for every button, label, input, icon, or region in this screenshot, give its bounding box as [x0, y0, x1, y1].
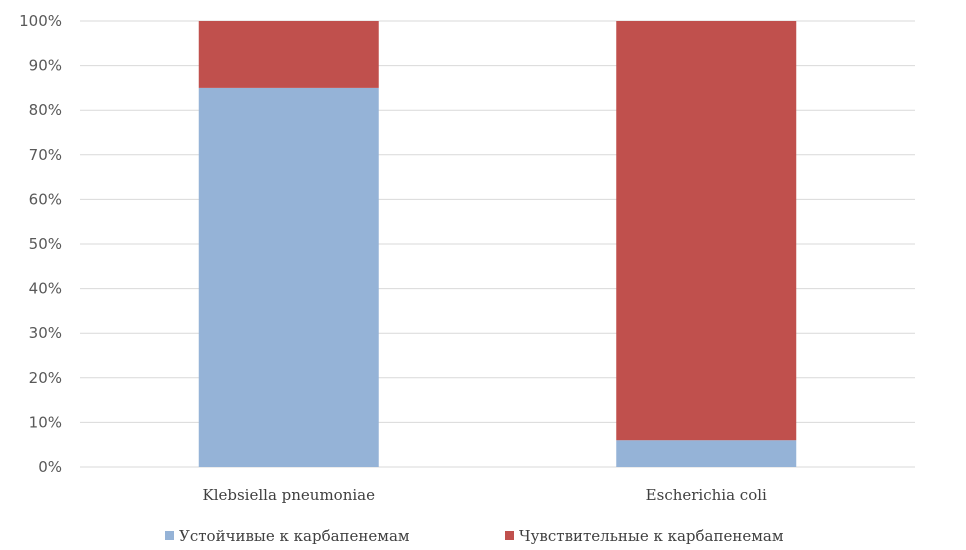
legend: Устойчивые к карбапенемам Чувствительные …	[165, 527, 784, 545]
y-tick-label: 80%	[29, 101, 62, 119]
bar-segment	[616, 21, 797, 441]
bar-segment	[616, 440, 797, 467]
legend-label: Чувствительные к карбапенемам	[519, 527, 784, 545]
x-axis-category-labels: Klebsiella pneumoniae Escherichia coli	[203, 486, 768, 504]
x-category-label: Klebsiella pneumoniae	[203, 486, 376, 504]
y-tick-label: 100%	[19, 12, 62, 30]
y-tick-label: 60%	[29, 190, 62, 208]
y-axis-tick-labels: 0% 10% 20% 30% 40% 50% 60% 70% 80% 90% 100%	[19, 12, 62, 476]
y-tick-label: 20%	[29, 369, 62, 387]
bar-segment	[198, 21, 379, 88]
legend-label: Устойчивые к карбапенемам	[179, 527, 410, 545]
y-tick-label: 50%	[29, 235, 62, 253]
legend-swatch	[165, 531, 174, 540]
y-tick-label: 70%	[29, 146, 62, 164]
y-tick-label: 0%	[38, 458, 62, 476]
bar-segment	[198, 87, 379, 468]
y-tick-label: 40%	[29, 280, 62, 298]
legend-swatch	[505, 531, 514, 540]
y-tick-label: 10%	[29, 413, 62, 431]
y-tick-label: 30%	[29, 324, 62, 342]
bars	[198, 21, 797, 468]
y-tick-label: 90%	[29, 57, 62, 75]
x-category-label: Escherichia coli	[646, 486, 767, 504]
